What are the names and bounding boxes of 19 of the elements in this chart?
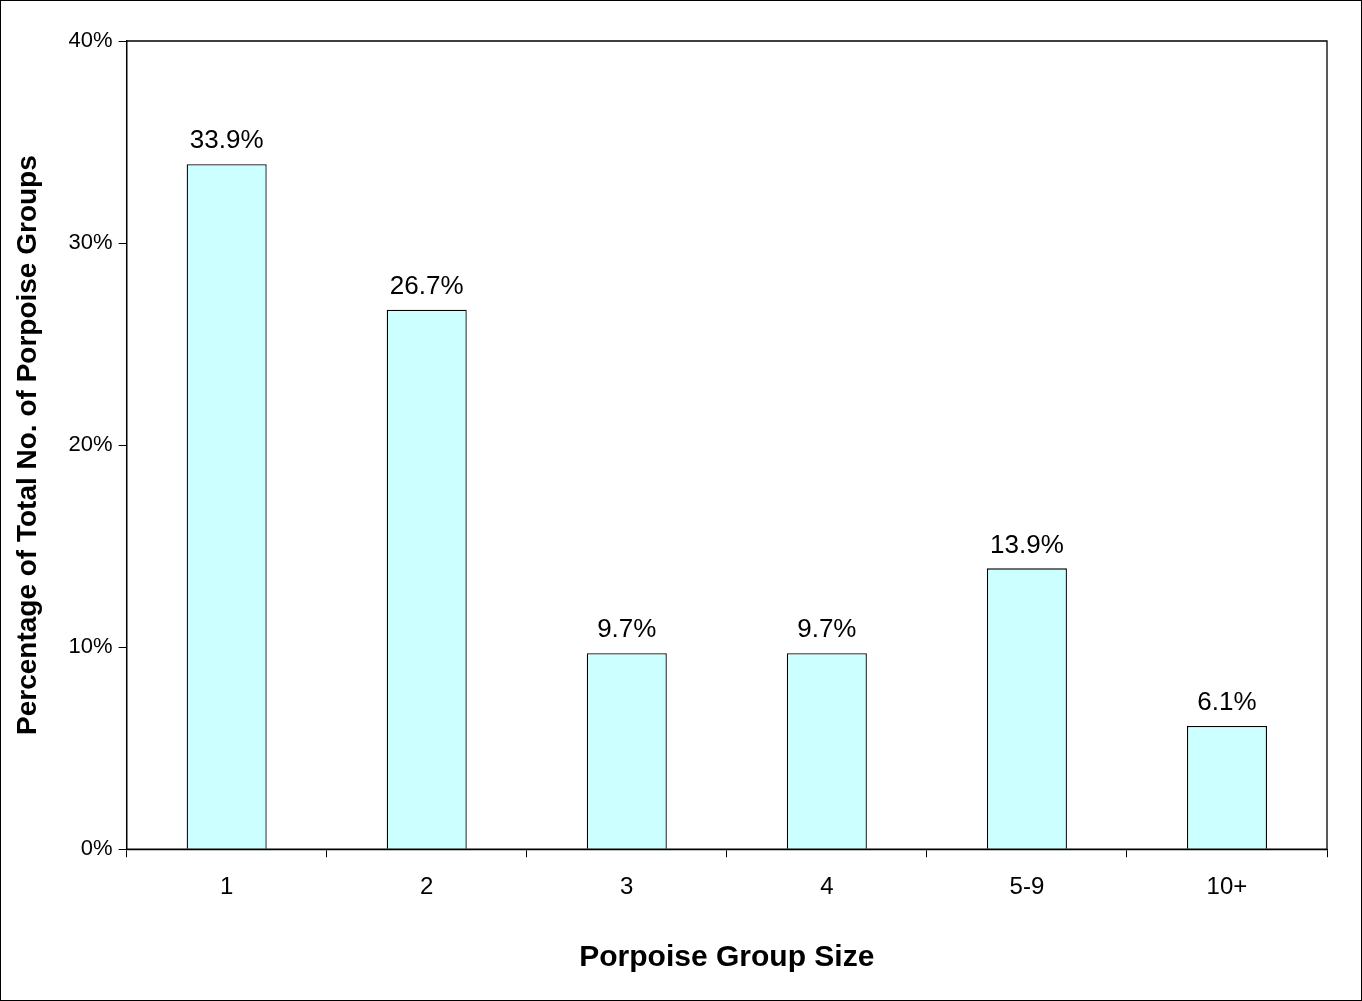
y-tick-label: 30%	[68, 229, 113, 255]
x-axis-title: Porpoise Group Size	[579, 939, 875, 973]
y-tick-label: 10%	[68, 633, 113, 659]
y-tick-label: 0%	[80, 835, 113, 861]
data-label: 26.7%	[389, 269, 464, 300]
data-label: 9.7%	[597, 613, 657, 644]
x-tick-label: 3	[620, 872, 634, 900]
data-label: 6.1%	[1197, 686, 1257, 717]
data-label: 13.9%	[990, 528, 1064, 559]
data-label: 33.9%	[189, 124, 264, 155]
data-label: 9.7%	[797, 613, 857, 644]
y-axis-title: Percentage of Total No. of Porpoise Groups	[10, 155, 42, 735]
x-tick-label: 10+	[1206, 872, 1248, 900]
x-tick-label: 4	[820, 872, 834, 900]
y-tick-label: 40%	[68, 27, 113, 53]
y-tick-label: 20%	[68, 431, 113, 457]
x-tick-label: 1	[219, 872, 234, 900]
x-tick-label: 2	[420, 872, 434, 900]
x-tick-label: 5-9	[1009, 872, 1045, 900]
